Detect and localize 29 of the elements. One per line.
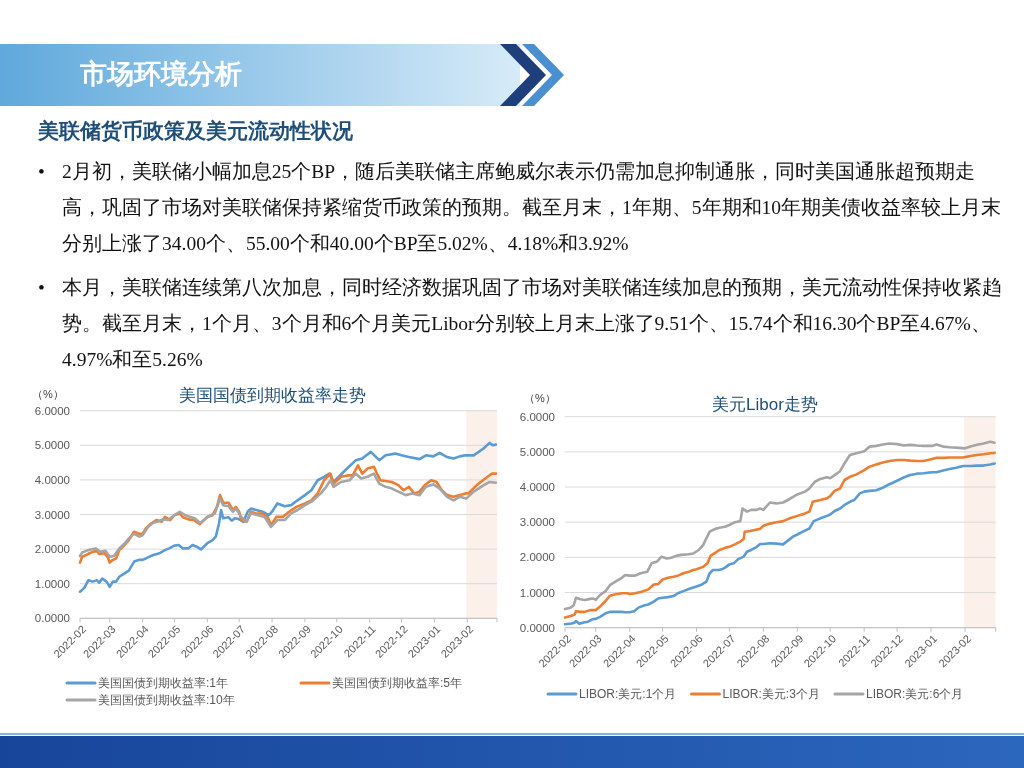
text: • 2月初，美联储小幅加息25个BP，随后美联储主席鲍威尔表示仍需加息抑制通胀，同时美国通胀超预期走高，巩固了市场对美联储保持紧缩货币政策的预期。截至月末，1年期、5年期和10年期美债收益率较上月末分别上涨了34.00个、55.00个和40.00个BP至5.02%、4.18%和3.92% — [38, 160, 1001, 254]
legend-label: 美国国债到期收益率:10年 — [98, 693, 235, 708]
y-tick-label: 6.0000 — [34, 404, 70, 417]
y-axis-title: （%） — [524, 391, 556, 404]
y-tick-label: 0.0000 — [519, 621, 555, 634]
y-axis-title: （%） — [32, 387, 64, 400]
legend-label: LIBOR:美元:1个月 — [579, 687, 677, 702]
legend-label: LIBOR:美元:3个月 — [722, 687, 820, 702]
y-tick-label: 2.0000 — [519, 551, 555, 564]
y-tick-label: 5.0000 — [519, 445, 555, 458]
text: 市场环境分析 — [80, 58, 242, 91]
text: 美联储货币政策及美元流动性状况 — [38, 118, 353, 144]
y-tick-label: 1.0000 — [34, 577, 70, 590]
y-tick-label: 1.0000 — [519, 586, 555, 599]
legend-label: 美国国债到期收益率:5年 — [332, 676, 463, 691]
y-tick-label: 6.0000 — [519, 410, 555, 423]
chart-title: 美国国债到期收益率走势 — [178, 385, 366, 405]
y-tick-label: 3.0000 — [519, 516, 555, 529]
y-tick-label: 4.0000 — [34, 473, 70, 486]
line-series — [78, 441, 498, 593]
legend-label: 美国国债到期收益率:1年 — [98, 676, 229, 691]
y-tick-label: 3.0000 — [34, 508, 70, 521]
y-tick-label: 4.0000 — [519, 481, 555, 494]
y-tick-label: 2.0000 — [34, 543, 70, 556]
legend-label: LIBOR:美元:6个月 — [866, 687, 964, 702]
y-tick-label: 5.0000 — [34, 439, 70, 452]
y-tick-label: 0.0000 — [34, 612, 70, 625]
chart-title: 美元Libor走势 — [712, 394, 818, 414]
text: • 本月，美联储连续第八次加息，同时经济数据巩固了市场对美联储连续加息的预期，美元流动性保持收紧趋势。截至月末，1个月、3个月和6个月美元Libor分别较上月末上涨了9.51个、15.74个和16.30个BP至4.67%、4.97%和至5.26% — [38, 276, 1002, 370]
